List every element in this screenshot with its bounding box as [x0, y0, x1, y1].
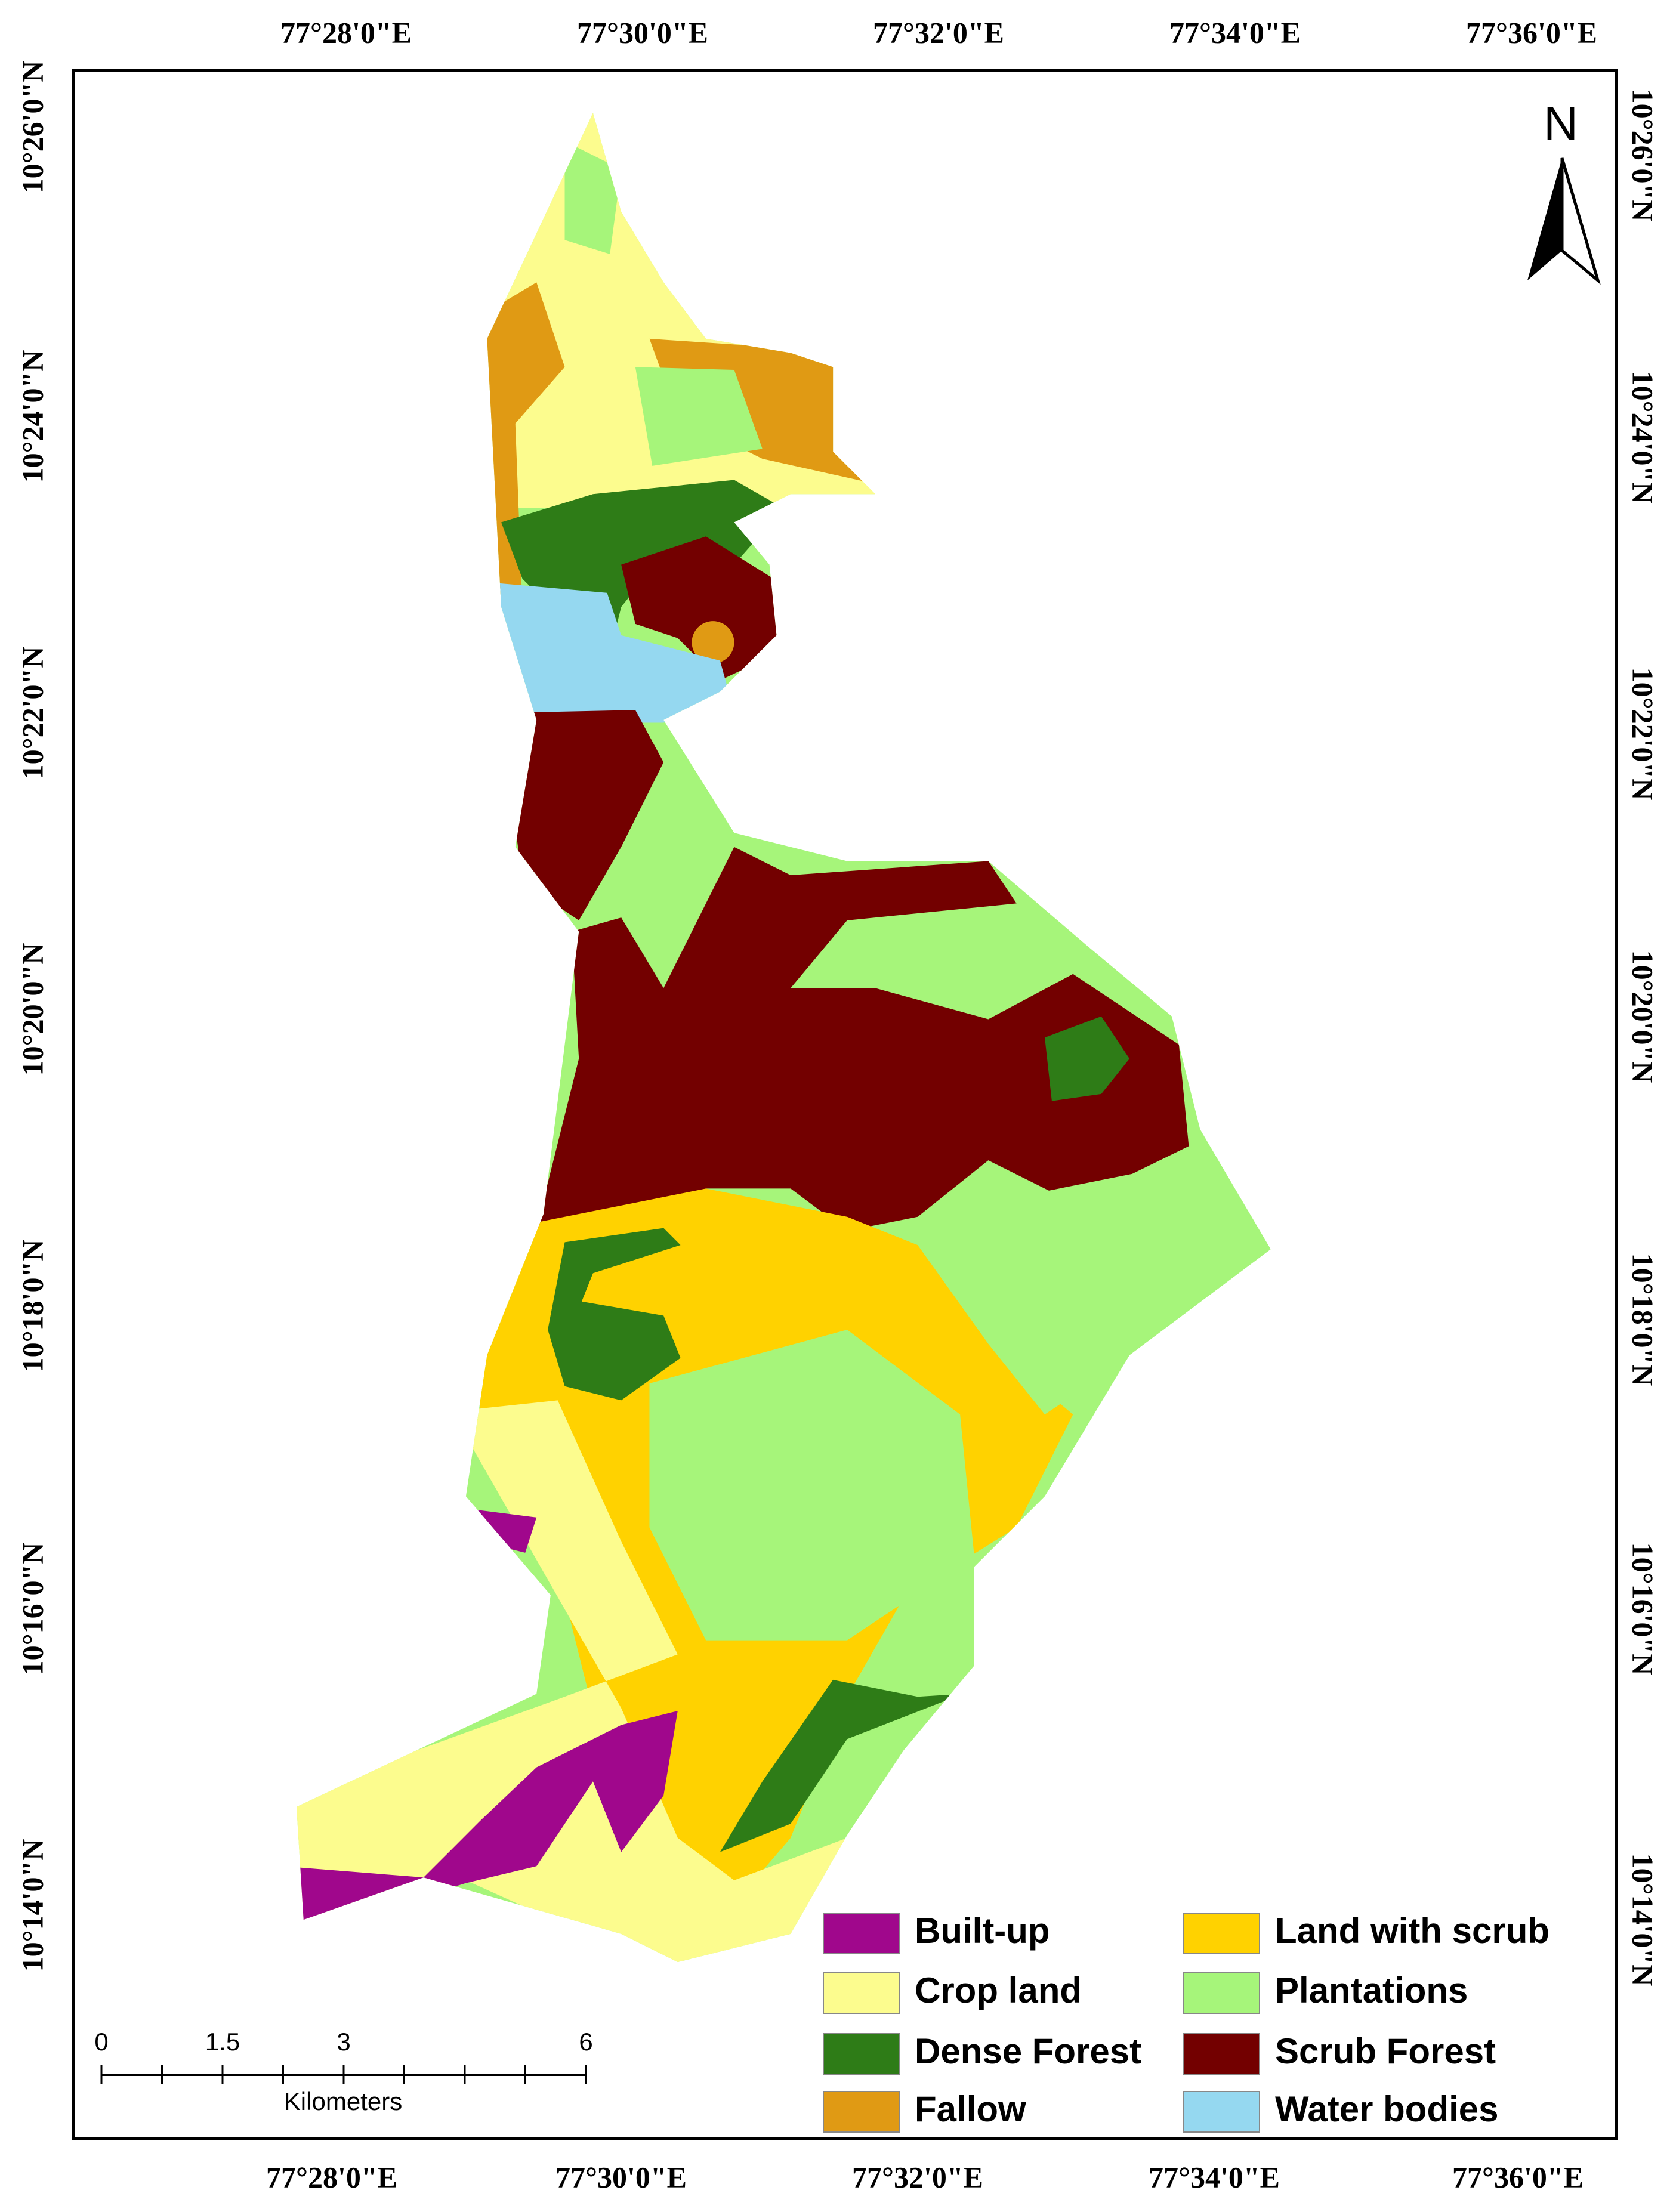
region-built-up [296, 1710, 678, 1923]
region-dense-forest [548, 1228, 681, 1401]
top-longitude: 77°36'0"E [1466, 16, 1597, 49]
legend-swatch [823, 1913, 900, 1954]
north-arrow-left [1527, 158, 1562, 280]
right-latitude: 10°22'0"N [1626, 668, 1660, 801]
legend-label: Plantations [1275, 1970, 1468, 2010]
top-longitude: 77°32'0"E [873, 16, 1004, 49]
right-latitude: 10°26'0"N [1626, 89, 1660, 222]
region-fallow [692, 621, 734, 664]
legend-label: Crop land [915, 1970, 1082, 2010]
left-latitude: 10°24'0"N [16, 350, 49, 483]
region-crop-land [296, 1400, 847, 1963]
top-longitude: 77°34'0"E [1169, 16, 1301, 49]
legend-swatch [1183, 1972, 1260, 2014]
region-scrub-forest [536, 847, 1189, 1231]
bottom-longitude: 77°28'0"E [266, 2160, 397, 2194]
region-plantations [649, 1330, 974, 1641]
north-arrow: N [1527, 97, 1601, 285]
top-longitude: 77°28'0"E [280, 16, 412, 49]
right-latitude: 10°16'0"N [1626, 1543, 1660, 1676]
left-latitude: 10°22'0"N [16, 647, 49, 780]
legend-swatch [1183, 1913, 1260, 1954]
legend-label: Dense Forest [915, 2031, 1141, 2071]
top-longitude: 77°30'0"E [577, 16, 708, 49]
scale-label: 6 [579, 2028, 592, 2056]
region-dense-forest [720, 1679, 963, 1852]
legend-label: Fallow [915, 2089, 1026, 2129]
bottom-longitude: 77°30'0"E [555, 2160, 687, 2194]
bottom-longitude: 77°32'0"E [852, 2160, 983, 2194]
left-latitude: 10°16'0"N [16, 1543, 49, 1676]
legend-swatch [823, 2033, 900, 2075]
legend-label: Scrub Forest [1275, 2031, 1496, 2071]
scale-label: 1.5 [205, 2028, 240, 2056]
scale-unit: Kilometers [284, 2087, 402, 2115]
legend-label: Built-up [915, 1911, 1050, 1951]
region-water-bodies [480, 581, 731, 723]
right-latitude: 10°20'0"N [1626, 950, 1660, 1083]
north-arrow-right [1560, 157, 1601, 285]
left-latitude: 10°20'0"N [16, 943, 49, 1076]
bottom-longitude: 77°36'0"E [1452, 2160, 1584, 2194]
north-label: N [1544, 97, 1578, 150]
left-latitude: 10°14'0"N [16, 1839, 49, 1972]
legend-swatch [1183, 2091, 1260, 2133]
region-plantations [988, 1160, 1271, 1415]
scale-bar: 0 1.5 3 6 Kilometers [94, 2028, 592, 2115]
legend: Built-up Crop land Dense Forest Fallow Land … [823, 1911, 1549, 2133]
region-dense-forest [1045, 1016, 1130, 1101]
region-scrub-forest [501, 710, 664, 920]
legend-swatch [823, 1972, 900, 2014]
region-scrub-forest [621, 536, 780, 681]
scale-label: 3 [337, 2028, 350, 2056]
legend-swatch [1183, 2033, 1260, 2075]
bottom-longitude: 77°34'0"E [1149, 2160, 1280, 2194]
region-plantations [564, 141, 622, 254]
legend-swatch [823, 2091, 900, 2133]
right-latitude: 10°18'0"N [1626, 1253, 1660, 1386]
region-plantations [635, 367, 763, 466]
left-latitude: 10°26'0"N [16, 61, 49, 194]
left-latitude: 10°18'0"N [16, 1240, 49, 1373]
right-latitude: 10°24'0"N [1626, 371, 1660, 504]
scale-label: 0 [94, 2028, 108, 2056]
legend-label: Land with scrub [1275, 1911, 1549, 1951]
right-latitude: 10°14'0"N [1626, 1853, 1660, 1987]
legend-label: Water bodies [1275, 2089, 1499, 2129]
